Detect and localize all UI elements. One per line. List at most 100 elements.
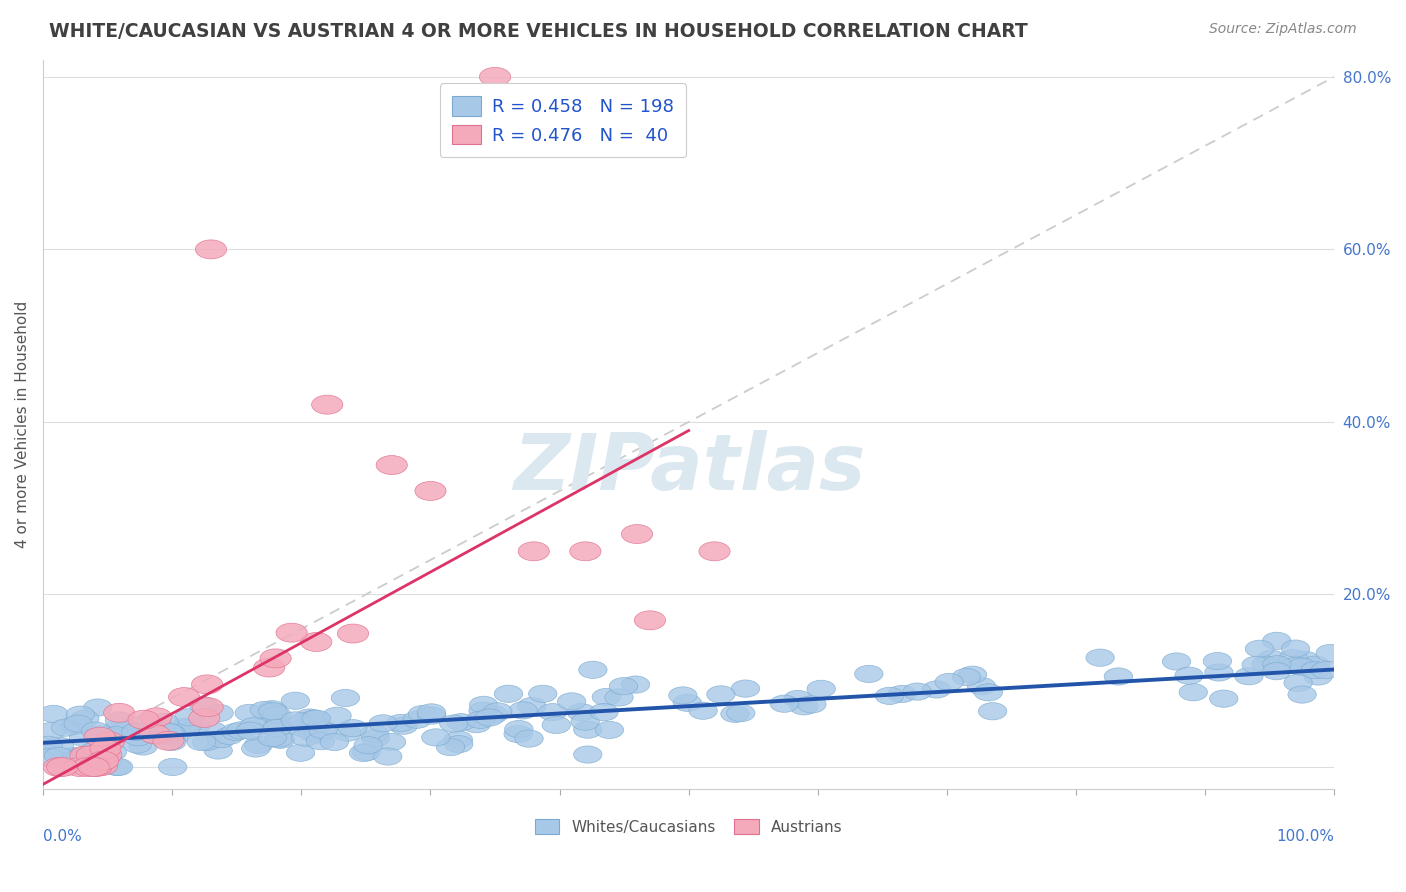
Ellipse shape	[538, 704, 567, 721]
Ellipse shape	[128, 710, 159, 730]
Ellipse shape	[129, 738, 157, 756]
Ellipse shape	[440, 715, 468, 732]
Ellipse shape	[605, 689, 633, 706]
Ellipse shape	[1246, 640, 1274, 657]
Ellipse shape	[304, 726, 333, 743]
Ellipse shape	[1301, 662, 1330, 679]
Ellipse shape	[34, 736, 62, 754]
Ellipse shape	[110, 723, 139, 739]
Ellipse shape	[475, 709, 503, 726]
Ellipse shape	[415, 482, 446, 500]
Ellipse shape	[80, 742, 110, 759]
Ellipse shape	[170, 718, 198, 735]
Text: WHITE/CAUCASIAN VS AUSTRIAN 4 OR MORE VEHICLES IN HOUSEHOLD CORRELATION CHART: WHITE/CAUCASIAN VS AUSTRIAN 4 OR MORE VE…	[49, 22, 1028, 41]
Ellipse shape	[1288, 686, 1316, 703]
Ellipse shape	[1209, 690, 1239, 707]
Ellipse shape	[253, 658, 285, 677]
Ellipse shape	[567, 704, 596, 721]
Ellipse shape	[266, 715, 294, 733]
Ellipse shape	[193, 733, 221, 751]
Ellipse shape	[634, 611, 665, 630]
Ellipse shape	[374, 747, 402, 765]
Ellipse shape	[82, 722, 110, 739]
Ellipse shape	[172, 720, 200, 737]
Ellipse shape	[105, 712, 134, 729]
Ellipse shape	[889, 685, 917, 703]
Ellipse shape	[952, 668, 980, 686]
Ellipse shape	[479, 706, 508, 723]
Ellipse shape	[408, 706, 437, 723]
Ellipse shape	[404, 711, 432, 728]
Ellipse shape	[239, 717, 267, 735]
Ellipse shape	[418, 704, 446, 721]
Ellipse shape	[129, 715, 157, 732]
Y-axis label: 4 or more Vehicles in Household: 4 or more Vehicles in Household	[15, 301, 30, 548]
Ellipse shape	[332, 690, 360, 706]
Ellipse shape	[721, 706, 749, 723]
Ellipse shape	[543, 716, 571, 733]
Ellipse shape	[699, 541, 730, 561]
Ellipse shape	[1085, 649, 1115, 666]
Ellipse shape	[321, 733, 349, 751]
Ellipse shape	[368, 714, 398, 732]
Ellipse shape	[337, 624, 368, 643]
Ellipse shape	[51, 758, 80, 776]
Ellipse shape	[1241, 657, 1271, 673]
Ellipse shape	[38, 723, 66, 739]
Ellipse shape	[418, 707, 446, 724]
Ellipse shape	[45, 747, 73, 764]
Ellipse shape	[76, 746, 107, 764]
Ellipse shape	[138, 722, 166, 739]
Ellipse shape	[190, 697, 218, 714]
Ellipse shape	[1288, 658, 1316, 675]
Ellipse shape	[377, 456, 408, 475]
Ellipse shape	[1316, 644, 1344, 662]
Ellipse shape	[157, 724, 186, 741]
Ellipse shape	[298, 716, 326, 734]
Ellipse shape	[263, 706, 291, 723]
Ellipse shape	[288, 720, 316, 737]
Ellipse shape	[51, 719, 80, 736]
Ellipse shape	[139, 724, 170, 744]
Ellipse shape	[79, 757, 110, 776]
Ellipse shape	[72, 757, 104, 776]
Ellipse shape	[505, 721, 533, 738]
Ellipse shape	[302, 710, 330, 727]
Ellipse shape	[266, 731, 295, 748]
Ellipse shape	[207, 731, 236, 747]
Ellipse shape	[281, 712, 309, 729]
Ellipse shape	[65, 751, 93, 768]
Ellipse shape	[146, 720, 174, 737]
Ellipse shape	[181, 716, 211, 734]
Ellipse shape	[155, 728, 183, 745]
Ellipse shape	[298, 724, 326, 741]
Ellipse shape	[236, 722, 264, 739]
Ellipse shape	[86, 735, 114, 752]
Ellipse shape	[45, 737, 73, 755]
Ellipse shape	[770, 695, 799, 713]
Ellipse shape	[807, 681, 835, 698]
Ellipse shape	[467, 711, 495, 729]
Ellipse shape	[579, 661, 607, 679]
Ellipse shape	[515, 730, 543, 747]
Ellipse shape	[87, 751, 118, 770]
Ellipse shape	[360, 725, 388, 742]
Ellipse shape	[592, 689, 620, 706]
Ellipse shape	[323, 707, 352, 724]
Ellipse shape	[307, 732, 335, 750]
Ellipse shape	[142, 727, 172, 744]
Ellipse shape	[70, 746, 101, 765]
Ellipse shape	[104, 703, 135, 723]
Ellipse shape	[974, 683, 1002, 701]
Text: 100.0%: 100.0%	[1277, 829, 1334, 844]
Ellipse shape	[1205, 664, 1233, 681]
Ellipse shape	[935, 673, 963, 690]
Ellipse shape	[260, 648, 291, 668]
Ellipse shape	[468, 702, 498, 719]
Ellipse shape	[517, 698, 546, 714]
Ellipse shape	[35, 748, 63, 766]
Ellipse shape	[157, 733, 186, 750]
Ellipse shape	[333, 724, 361, 741]
Ellipse shape	[621, 676, 650, 693]
Ellipse shape	[187, 733, 215, 750]
